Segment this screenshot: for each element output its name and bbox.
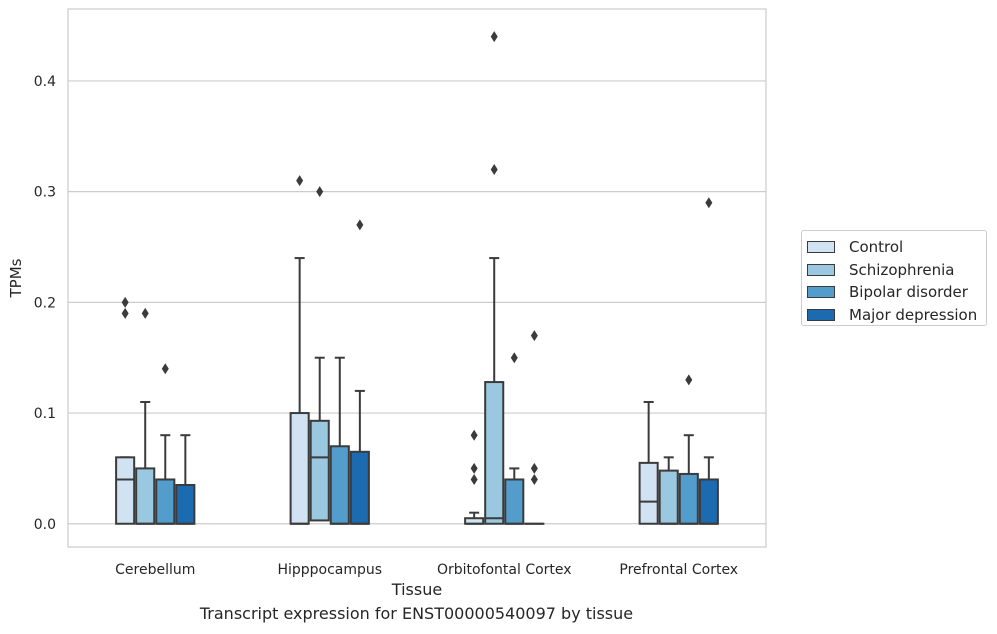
box-bipolar-disorder	[329, 356, 350, 525]
outlier-point	[121, 307, 129, 319]
outlier-point	[470, 473, 478, 485]
box-body	[484, 381, 505, 525]
outlier-point	[530, 330, 538, 342]
box-body	[658, 469, 679, 525]
box-body	[329, 445, 350, 525]
box-control	[115, 296, 136, 525]
box-control	[638, 400, 659, 525]
box-body	[175, 484, 196, 525]
box-body	[349, 450, 370, 525]
legend-item: Control	[807, 236, 986, 259]
x-tick-labels: Cerebellum Hipppocampus Orbitofontal Corte…	[115, 562, 738, 578]
box-bipolar-disorder	[155, 363, 176, 525]
legend-swatch	[807, 308, 835, 321]
x-tick-label: Orbitofontal Cortex	[437, 562, 572, 578]
box-body	[309, 419, 330, 522]
outlier-point	[316, 186, 324, 198]
boxes-layer	[115, 31, 719, 525]
box-body	[115, 456, 136, 525]
x-tick-label: Cerebellum	[115, 562, 195, 578]
outlier-point	[470, 462, 478, 474]
legend-swatch	[807, 241, 835, 254]
legend-label: Control	[849, 238, 904, 257]
y-tick-label: 0.4	[34, 74, 56, 90]
y-axis-label: TPMs	[7, 258, 25, 298]
box-body	[155, 478, 176, 525]
outlier-point	[141, 307, 149, 319]
box-schizophrenia	[484, 31, 505, 525]
box-body	[289, 412, 310, 525]
box-body	[504, 478, 525, 525]
box-major-depression	[175, 434, 196, 525]
y-tick-label: 0.1	[34, 406, 56, 422]
plot-area-frame	[67, 8, 767, 548]
box-body	[638, 461, 659, 525]
legend: Control Schizophrenia Bipolar disorder Majo…	[801, 230, 987, 326]
y-tick-labels: 0.0 0.1 0.2 0.3 0.4	[34, 74, 56, 533]
gridlines	[68, 80, 766, 525]
box-schizophrenia	[135, 307, 156, 525]
y-tick-label: 0.3	[34, 185, 56, 201]
outlier-point	[296, 175, 304, 187]
box-body	[135, 467, 156, 525]
outlier-point	[470, 429, 478, 441]
box-body	[678, 472, 699, 525]
legend-swatch	[807, 286, 835, 299]
box-major-depression	[698, 197, 719, 525]
legend-item: Schizophrenia	[807, 259, 986, 282]
outlier-point	[510, 352, 518, 364]
outlier-point	[490, 164, 498, 176]
legend-swatch	[807, 263, 835, 276]
box-bipolar-disorder	[678, 374, 699, 525]
box-schizophrenia	[658, 456, 679, 525]
x-tick-label: Hipppocampus	[277, 562, 382, 578]
outlier-point	[121, 296, 129, 308]
box-schizophrenia	[309, 186, 330, 522]
y-tick-label: 0.0	[34, 517, 56, 533]
box-control	[289, 175, 310, 525]
figure-caption: Transcript expression for ENST0000054009…	[199, 604, 634, 623]
box-major-depression	[524, 330, 545, 525]
legend-item: Bipolar disorder	[807, 281, 986, 304]
outlier-point	[356, 219, 364, 231]
legend-label: Bipolar disorder	[849, 283, 968, 302]
x-axis-label: Tissue	[391, 580, 442, 599]
outlier-point	[530, 462, 538, 474]
x-tick-label: Prefrontal Cortex	[619, 562, 738, 578]
legend-label: Major depression	[849, 305, 978, 324]
outlier-point	[685, 374, 693, 386]
outlier-point	[530, 473, 538, 485]
outlier-point	[161, 363, 169, 375]
outlier-point	[705, 197, 713, 209]
box-bipolar-disorder	[504, 352, 525, 525]
box-major-depression	[349, 219, 370, 525]
box-control	[464, 429, 485, 525]
box-body	[698, 478, 719, 525]
legend-item: Major depression	[807, 304, 986, 327]
legend-label: Schizophrenia	[849, 260, 955, 279]
y-tick-label: 0.2	[34, 295, 56, 311]
outlier-point	[490, 31, 498, 43]
